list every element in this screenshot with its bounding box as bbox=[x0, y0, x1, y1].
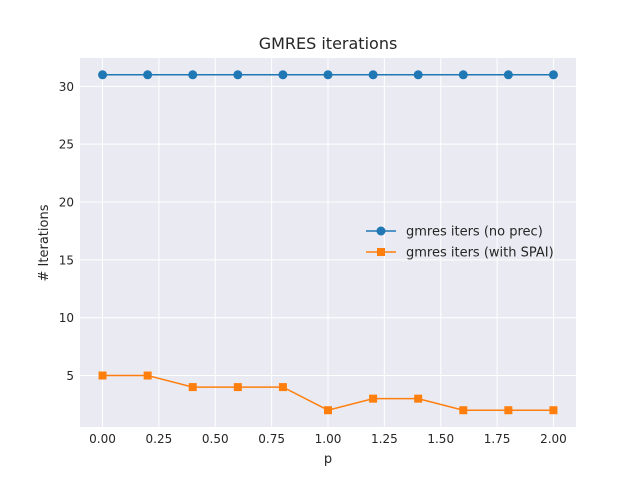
y-tick-label: 20 bbox=[59, 196, 74, 210]
legend: gmres iters (no prec) gmres iters (with S… bbox=[366, 225, 554, 261]
data-point bbox=[98, 70, 108, 80]
x-tick-label: 0.50 bbox=[202, 432, 229, 446]
data-point bbox=[369, 394, 378, 403]
x-tick-label: 1.25 bbox=[371, 432, 398, 446]
data-point bbox=[143, 70, 153, 80]
series-layer bbox=[98, 70, 558, 415]
y-tick-label: 25 bbox=[59, 138, 74, 152]
data-point bbox=[414, 394, 423, 403]
data-point bbox=[503, 70, 513, 80]
data-point bbox=[323, 70, 333, 80]
y-tick-label: 30 bbox=[59, 80, 74, 94]
data-point bbox=[549, 406, 558, 415]
data-point bbox=[278, 383, 287, 392]
data-point bbox=[143, 371, 152, 380]
data-point bbox=[278, 70, 288, 80]
x-tick-label: 1.50 bbox=[427, 432, 454, 446]
x-tick-label: 1.75 bbox=[484, 432, 511, 446]
x-tick-label: 1.00 bbox=[315, 432, 342, 446]
y-tick-label: 5 bbox=[66, 369, 74, 383]
series-1 bbox=[98, 70, 558, 80]
legend-entry: gmres iters (no prec) bbox=[366, 225, 543, 240]
data-point bbox=[233, 383, 242, 392]
legend-label: gmres iters (with SPAI) bbox=[406, 246, 554, 261]
x-tick-label: 0.25 bbox=[146, 432, 173, 446]
legend-entry: gmres iters (with SPAI) bbox=[366, 246, 554, 261]
tick-labels: 0.00 0.25 0.50 0.75 1.00 1.25 1.50 1.75 2.00 5 10 1… bbox=[59, 80, 567, 446]
grid bbox=[80, 58, 576, 427]
y-tick-label: 10 bbox=[59, 311, 74, 325]
series-2 bbox=[98, 371, 558, 415]
data-point bbox=[98, 371, 107, 380]
data-point bbox=[233, 70, 243, 80]
legend-marker bbox=[377, 248, 385, 256]
x-axis-label: p bbox=[324, 452, 332, 467]
legend-label: gmres iters (no prec) bbox=[406, 225, 543, 240]
x-tick-label: 0.75 bbox=[258, 432, 285, 446]
data-point bbox=[459, 406, 468, 415]
y-tick-label: 15 bbox=[59, 253, 74, 267]
data-point bbox=[188, 383, 197, 392]
data-point bbox=[324, 406, 332, 415]
data-point bbox=[548, 70, 558, 80]
data-point bbox=[368, 70, 378, 80]
data-point bbox=[504, 406, 513, 415]
data-point bbox=[188, 70, 198, 80]
legend-marker bbox=[376, 226, 386, 236]
x-tick-label: 2.00 bbox=[540, 432, 567, 446]
y-axis-label: # Iterations bbox=[37, 204, 52, 281]
data-point bbox=[458, 70, 468, 80]
chart-title: GMRES iterations bbox=[259, 34, 398, 53]
data-point bbox=[413, 70, 423, 80]
x-tick-label: 0.00 bbox=[89, 432, 116, 446]
